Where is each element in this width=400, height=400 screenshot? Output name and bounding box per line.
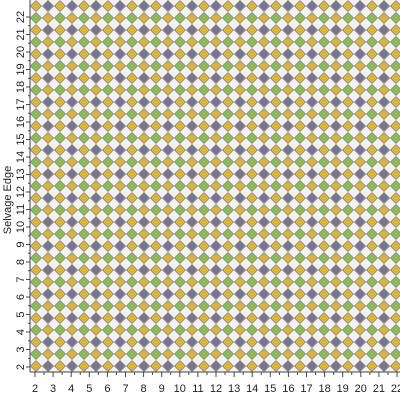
ruler-label: 5: [86, 383, 92, 395]
ruler-label: 10: [15, 221, 27, 233]
ruler-label: 20: [15, 46, 27, 58]
ruler-label: 4: [15, 329, 27, 335]
ruler-label: 12: [210, 383, 222, 395]
ruler-label: 18: [15, 81, 27, 93]
ruler-label: 5: [15, 311, 27, 317]
selvage-label: Selvage Edge: [2, 166, 14, 235]
ruler-label: 9: [159, 383, 165, 395]
ruler-label: 8: [15, 259, 27, 265]
ruler-label: 2: [32, 383, 38, 395]
ruler-label: 6: [104, 383, 110, 395]
ruler-label: 21: [373, 383, 385, 395]
ruler-label: 7: [122, 383, 128, 395]
ruler-label: 13: [228, 383, 240, 395]
ruler-label: 14: [246, 383, 258, 395]
ruler-label: 15: [264, 383, 276, 395]
ruler-label: 3: [50, 383, 56, 395]
ruler-label: 15: [15, 133, 27, 145]
ruler-label: 16: [282, 383, 294, 395]
bottom-ruler: [0, 372, 400, 400]
ruler-label: 4: [68, 383, 74, 395]
left-ruler: [0, 0, 30, 400]
ruler-label: 19: [15, 63, 27, 75]
ruler-label: 20: [355, 383, 367, 395]
ruler-label: 22: [15, 11, 27, 23]
ruler-label: 11: [192, 383, 203, 395]
ruler-label: 9: [15, 241, 27, 247]
ruler-label: 17: [300, 383, 312, 395]
ruler-label: 7: [15, 276, 27, 282]
ruler-label: 21: [15, 28, 27, 40]
fabric-pattern: [30, 0, 400, 372]
ruler-label: 22: [391, 383, 400, 395]
ruler-label: 18: [318, 383, 330, 395]
ruler-label: 17: [15, 98, 27, 110]
ruler-label: 3: [15, 346, 27, 352]
ruler-label: 14: [15, 151, 27, 163]
ruler-label: 10: [174, 383, 186, 395]
ruler-label: 2: [15, 364, 27, 370]
ruler-label: 19: [337, 383, 349, 395]
ruler-label: 11: [15, 204, 27, 215]
ruler-label: 12: [15, 186, 27, 198]
ruler-label: 16: [15, 116, 27, 128]
ruler-label: 13: [15, 168, 27, 180]
ruler-label: 6: [15, 294, 27, 300]
ruler-label: 8: [141, 383, 147, 395]
